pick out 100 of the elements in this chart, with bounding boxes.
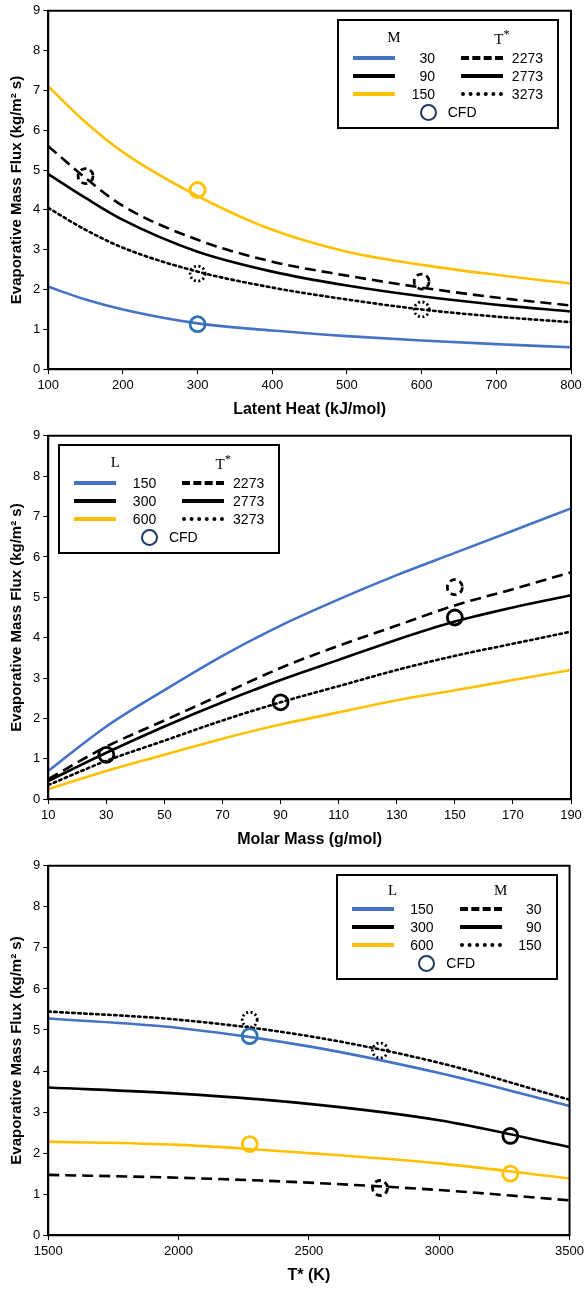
legend-label: 300 <box>131 492 157 509</box>
y-tick-label: 9 <box>33 857 41 873</box>
legend-label: 600 <box>131 510 157 527</box>
x-axis-title: Molar Mass (g/mol) <box>237 829 383 847</box>
point <box>445 578 464 597</box>
y-axis-title: Evaporative Mass Flux (kg/m² s) <box>7 75 25 305</box>
y-tick-label: 9 <box>33 2 41 18</box>
x-axis-title: T* (K) <box>287 1265 331 1283</box>
y-tick-label: 3 <box>33 1103 41 1119</box>
x-tick-label: 800 <box>560 376 582 392</box>
legend-label: 300 <box>409 918 434 935</box>
annotation: T$^{*}$ <box>493 26 511 48</box>
y-tick-label: 6 <box>33 121 41 137</box>
point <box>240 1135 259 1153</box>
y-tick-label: 3 <box>33 241 41 257</box>
legend-label: 150 <box>410 85 435 102</box>
x-tick-label: 10 <box>41 806 56 822</box>
x-axis-title: Latent Heat (kJ/mol) <box>233 399 387 417</box>
point <box>76 167 95 185</box>
annotation: L <box>386 881 399 899</box>
point <box>97 745 116 764</box>
legend-label: CFD <box>445 955 476 972</box>
y-tick-label: 7 <box>33 939 41 955</box>
y-tick-label: 5 <box>33 588 41 604</box>
x-tick-label: 1500 <box>33 1242 63 1258</box>
y-tick-label: 1 <box>33 1185 41 1201</box>
legend-label: 90 <box>524 918 542 935</box>
line-series <box>48 507 571 773</box>
point <box>240 1027 259 1046</box>
legend-label: 3273 <box>232 510 265 527</box>
y-tick-label: 2 <box>33 281 41 297</box>
legend-label: 90 <box>418 67 435 84</box>
line-series <box>48 668 571 791</box>
point <box>412 272 431 291</box>
y-tick-label: 7 <box>33 82 41 98</box>
x-tick-label: 90 <box>273 806 288 822</box>
y-tick-label: 4 <box>33 629 41 645</box>
point <box>240 1010 259 1029</box>
y-tick-label: 1 <box>33 750 41 766</box>
x-tick-label: 50 <box>157 806 172 822</box>
y-tick-label: 5 <box>33 1021 41 1037</box>
point <box>445 608 464 627</box>
y-axis-title: Evaporative Mass Flux (kg/m² s) <box>7 503 25 732</box>
legend-label: 150 <box>409 900 434 917</box>
x-tick-label: 2000 <box>164 1242 194 1258</box>
line-series <box>48 85 571 285</box>
x-tick-label: 70 <box>215 806 230 822</box>
point <box>501 1126 520 1145</box>
annotation: L <box>109 453 121 471</box>
point <box>188 264 207 283</box>
annotation: M <box>492 881 509 899</box>
y-tick-label: 3 <box>33 669 41 685</box>
y-tick-label: 9 <box>33 427 41 443</box>
y-tick-label: 2 <box>33 710 41 726</box>
legend-label: 30 <box>524 900 542 917</box>
x-tick-label: 400 <box>261 376 284 392</box>
point <box>271 693 290 712</box>
annotation: T$^{*}$ <box>214 451 232 473</box>
legend-label: CFD <box>167 529 198 546</box>
point <box>188 315 207 334</box>
x-tick-label: 3000 <box>424 1242 454 1258</box>
x-tick-label: 150 <box>443 806 466 822</box>
legend-label: 600 <box>409 936 434 953</box>
x-tick-label: 110 <box>328 806 350 822</box>
y-tick-label: 1 <box>33 320 41 336</box>
x-tick-label: 170 <box>502 806 524 822</box>
y-tick-label: 7 <box>33 508 41 524</box>
x-tick-label: 2500 <box>294 1242 324 1258</box>
x-tick-label: 130 <box>385 806 408 822</box>
legend-label: CFD <box>446 104 477 121</box>
point <box>371 1179 389 1197</box>
y-tick-label: 8 <box>33 467 41 483</box>
legend-label: 2273 <box>232 474 265 491</box>
point <box>371 1041 389 1060</box>
y-axis-title: Evaporative Mass Flux (kg/m² s) <box>7 936 25 1165</box>
y-tick-label: 8 <box>33 898 41 914</box>
y-tick-label: 8 <box>33 42 41 58</box>
y-tick-label: 4 <box>33 201 41 217</box>
legend-label: 2773 <box>511 67 543 84</box>
x-tick-label: 300 <box>186 376 209 392</box>
legend-label: 30 <box>418 49 435 66</box>
point <box>501 1164 520 1183</box>
legend-label: 150 <box>517 936 542 953</box>
x-tick-label: 190 <box>560 806 582 822</box>
point <box>188 181 207 199</box>
x-tick-label: 200 <box>112 376 134 392</box>
legend-label: 150 <box>131 474 157 491</box>
point <box>412 300 431 319</box>
x-tick-label: 3500 <box>555 1242 584 1258</box>
legend-label: 2773 <box>232 492 265 509</box>
legend-label: 3273 <box>511 85 543 102</box>
annotation: M <box>386 28 402 46</box>
y-tick-label: 0 <box>33 360 41 376</box>
x-tick-label: 600 <box>410 376 433 392</box>
legend-label: 2273 <box>511 49 543 66</box>
y-tick-label: 5 <box>33 161 41 177</box>
y-tick-label: 0 <box>33 1226 41 1242</box>
y-tick-label: 6 <box>33 548 41 564</box>
y-tick-label: 2 <box>33 1144 41 1160</box>
x-tick-label: 100 <box>37 376 60 392</box>
